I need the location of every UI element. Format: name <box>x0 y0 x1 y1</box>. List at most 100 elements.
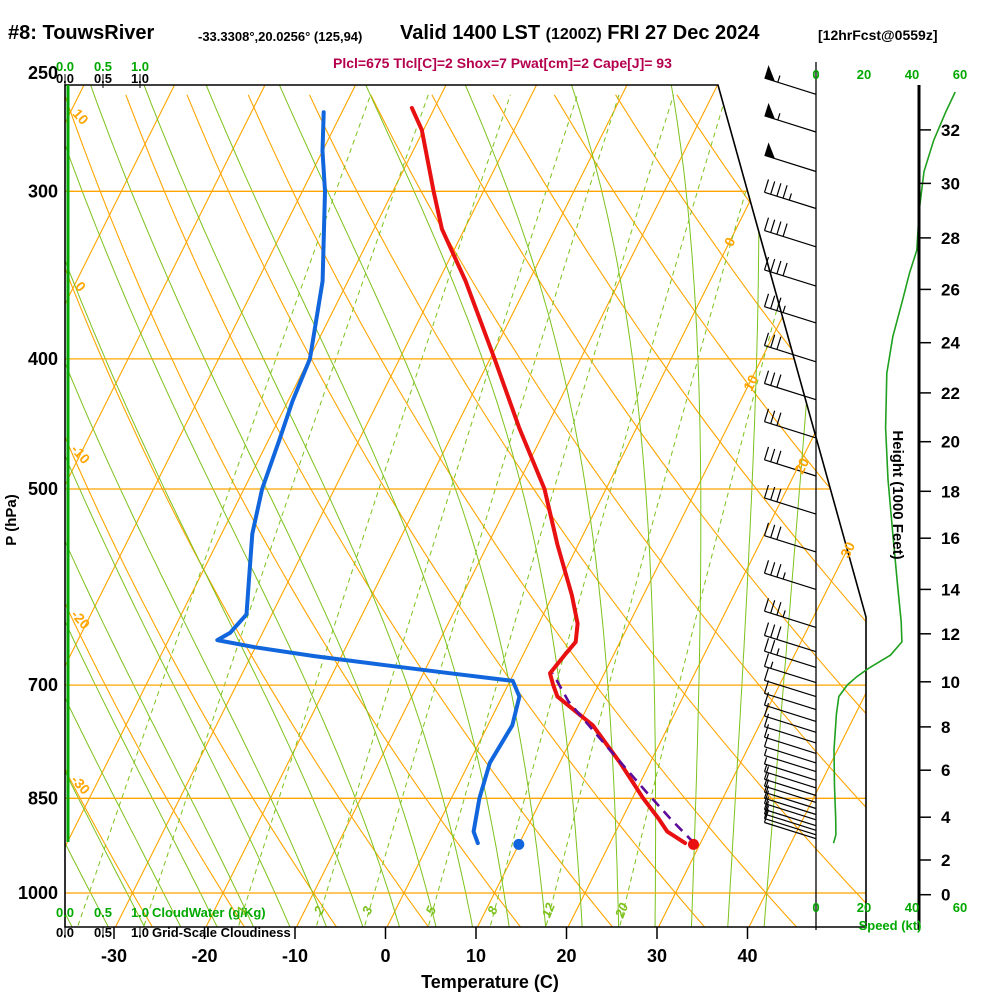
wind-barb-feather <box>763 256 770 271</box>
station-coords: -33.3308°,20.0256° (125,94) <box>198 29 363 44</box>
wind-barb-shaft <box>764 778 817 797</box>
height-tick-label: 2 <box>941 851 950 870</box>
dry-adiabats <box>65 94 866 927</box>
temperature-tick-label: 10 <box>466 946 486 966</box>
wind-barb-halffeather <box>782 572 786 580</box>
wind-barb-feather <box>763 638 770 652</box>
wind-barb-feather <box>763 790 770 804</box>
isotherm-label: 20 <box>791 455 812 476</box>
wind-barb-halffeather <box>782 610 786 618</box>
wind-barb-shaft <box>764 459 817 477</box>
wind-barb-feather <box>776 336 782 350</box>
wind-barb <box>763 598 817 628</box>
dry-adiabat-label: -20 <box>68 606 94 632</box>
wind-barb-feather <box>763 332 770 346</box>
dry-adiabat-line <box>65 94 342 927</box>
wind-barb <box>763 724 817 754</box>
mixing-ratio-label: 20 <box>612 900 632 921</box>
wind-barb-shaft <box>764 763 817 781</box>
plot-background <box>65 85 866 927</box>
isotherm-line <box>567 85 866 927</box>
wind-barb-feather <box>763 653 770 667</box>
wind-barb-shaft <box>764 77 817 95</box>
wind-barb-feather <box>776 374 782 388</box>
wind-barb <box>763 653 817 684</box>
cloudwater-scale-top: 0.5 <box>94 59 112 74</box>
temperature-curve <box>409 105 688 846</box>
height-tick-label: 32 <box>941 121 960 140</box>
wind-barb-feather <box>776 564 782 578</box>
dewpoint-curve <box>215 110 522 846</box>
wind-barb-feather <box>763 667 770 681</box>
speed-tick-label-bottom: 20 <box>857 900 871 915</box>
valid-time-date: FRI 27 Dec 2024 <box>601 22 760 44</box>
speed-tick-label-top: 0 <box>812 67 819 82</box>
wind-barb <box>763 446 817 477</box>
wind-barb-shaft <box>764 382 817 401</box>
wind-barb-feather <box>763 484 770 499</box>
wind-barb-feather <box>763 809 770 823</box>
wind-barb-feather <box>763 796 770 810</box>
parcel-path-curve <box>551 672 696 845</box>
height-tick-label: 30 <box>941 174 960 193</box>
pressure-axis-title: P (hPa) <box>3 494 20 545</box>
wind-barb <box>763 332 817 363</box>
wind-barb-feather <box>776 260 782 274</box>
height-tick-label: 20 <box>941 433 960 452</box>
wind-barb-pennant <box>764 65 775 82</box>
mixing-ratio-lines <box>74 94 837 927</box>
cloudwater-axis-title: CloudWater (g/Kg) <box>152 905 266 920</box>
speed-tick-label-bottom: 40 <box>905 900 919 915</box>
valid-time-main: Valid 1400 LST <box>400 22 546 44</box>
wind-barb-feather <box>770 334 776 348</box>
wind-barb-shaft <box>764 230 817 248</box>
temperature-tick-label: -10 <box>282 946 308 966</box>
wind-barb-halffeather <box>763 764 768 772</box>
wind-barb-feather <box>763 801 770 815</box>
isotherm-line <box>386 85 809 927</box>
wind-barb <box>763 484 817 515</box>
speed-axis-title: Speed (kt) <box>859 918 922 933</box>
temperature-tick-label: 30 <box>647 946 667 966</box>
wind-barb-feather <box>770 410 776 424</box>
wind-barb-shaft <box>764 715 817 733</box>
mixing-ratio-line <box>313 94 578 927</box>
moist-adiabat-line <box>571 85 657 927</box>
wind-barb-feather <box>763 179 770 193</box>
wind-barb-feather <box>763 692 770 706</box>
wind-barb-shaft <box>764 726 817 744</box>
height-tick-label: 22 <box>941 384 960 403</box>
moist-adiabat-line <box>65 85 330 927</box>
mixing-ratio-line <box>74 94 372 927</box>
wind-barb-shaft <box>764 610 817 628</box>
moist-adiabat-line <box>670 85 702 927</box>
wind-barb <box>763 370 817 401</box>
isotherm-line <box>65 85 266 927</box>
wind-barb <box>763 766 817 797</box>
isotherms <box>65 85 866 927</box>
wind-barb-feather <box>782 223 788 237</box>
temperature-axis-title: Temperature (C) <box>421 972 559 992</box>
height-tick-label: 26 <box>941 280 960 299</box>
wind-barb-halffeather <box>788 193 792 201</box>
wind-barb-feather <box>763 779 770 793</box>
wind-barb-shaft <box>764 572 817 590</box>
isotherm-line <box>658 85 866 927</box>
wind-barb-feather <box>770 640 776 654</box>
wind-barb-halffeather <box>770 661 774 669</box>
wind-barb-feather <box>763 408 770 422</box>
wind-barb-feather <box>763 724 770 738</box>
wind-barb-feather <box>763 293 770 307</box>
wind-barb-feather <box>770 448 776 462</box>
moist-adiabats <box>65 85 828 927</box>
wind-barb <box>763 217 817 248</box>
wind-barb-feather <box>770 295 776 309</box>
wind-barb-shaft <box>764 771 817 789</box>
wind-barb <box>763 790 817 821</box>
dry-adiabat-line <box>65 94 527 927</box>
isotherm-line <box>205 85 628 927</box>
isotherm-line <box>65 85 175 927</box>
moist-adiabat-line <box>65 85 222 927</box>
wind-barb <box>763 801 817 831</box>
